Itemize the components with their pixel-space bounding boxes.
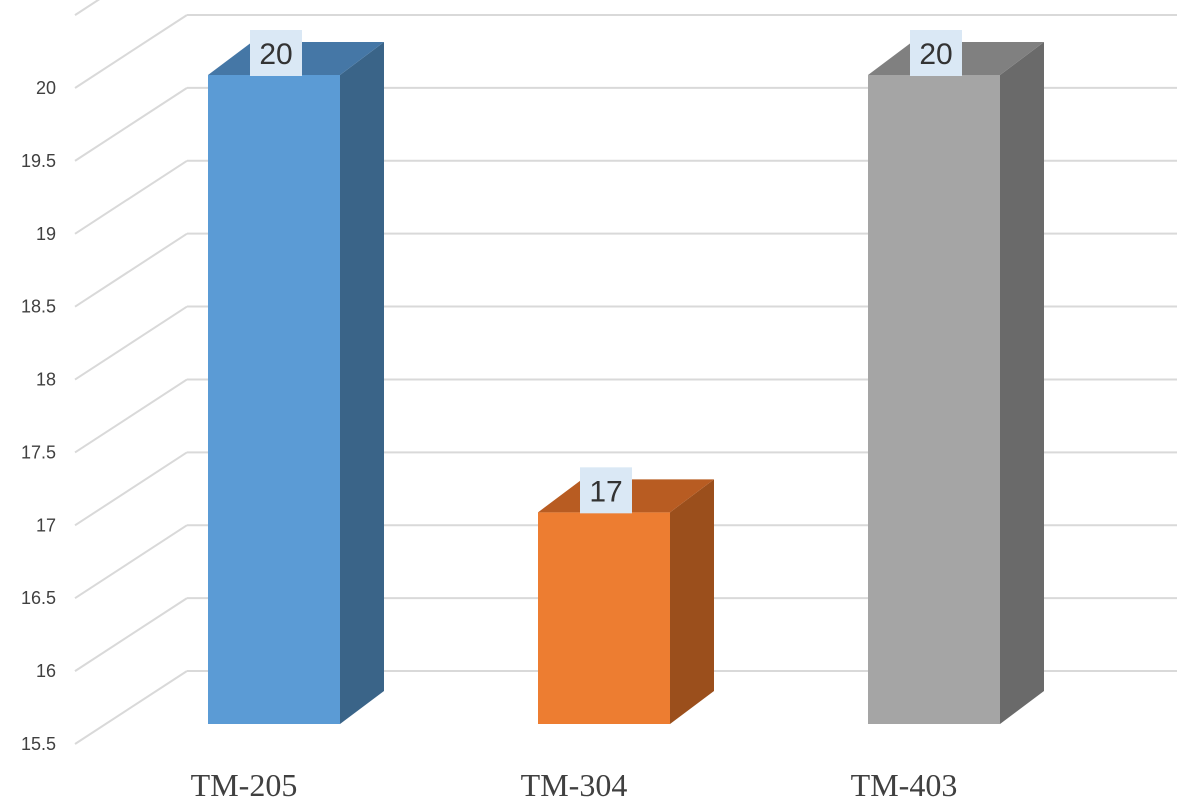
y-tick-label: 16.5 <box>21 588 56 608</box>
y-axis-ticks: 15.5 16 16.5 17 17.5 18 18.5 19 19.5 20 <box>21 78 56 754</box>
bars: 20 17 20 <box>208 30 1044 724</box>
bar-tm-403 <box>868 42 1044 724</box>
grid-diagonal <box>74 378 188 454</box>
bar-front <box>208 75 340 724</box>
data-label: 20 <box>259 38 292 71</box>
grid-diagonal <box>74 0 101 16</box>
bar-tm-205 <box>208 42 384 724</box>
y-tick-label: 18 <box>36 370 56 390</box>
y-tick-label: 17 <box>36 515 56 535</box>
x-category-label: TM-304 <box>521 767 628 803</box>
y-tick-label: 18.5 <box>21 297 56 317</box>
grid-diagonal <box>74 305 188 381</box>
x-axis-labels: TM-205 TM-304 TM-403 <box>191 767 958 803</box>
grid-diagonal <box>74 451 188 527</box>
bar-side <box>1000 42 1044 724</box>
y-tick-label: 20 <box>36 78 56 98</box>
x-category-label: TM-205 <box>191 767 298 803</box>
grid-diagonal <box>74 87 188 162</box>
grid-diagonal <box>74 159 188 235</box>
data-label-box <box>250 30 302 76</box>
data-label: 17 <box>589 475 622 508</box>
grid-diagonal <box>74 670 188 745</box>
y-tick-label: 17.5 <box>21 442 56 462</box>
y-tick-label: 19 <box>36 224 56 244</box>
x-category-label: TM-403 <box>851 767 958 803</box>
grid-diagonal <box>74 232 188 308</box>
grid-diagonal <box>74 597 188 672</box>
bar-side <box>670 479 714 724</box>
bar-tm-304 <box>538 479 714 724</box>
grid-diagonal <box>74 524 188 600</box>
data-label-box <box>910 30 962 76</box>
grid-diagonal <box>74 14 188 89</box>
bar-front <box>868 75 1000 724</box>
data-label: 20 <box>919 38 952 71</box>
y-tick-label: 16 <box>36 661 56 681</box>
data-label-box <box>580 467 632 514</box>
y-tick-label: 15.5 <box>21 734 56 754</box>
bar-side <box>340 42 384 724</box>
y-tick-label: 19.5 <box>21 151 56 171</box>
bar-front <box>538 512 670 724</box>
